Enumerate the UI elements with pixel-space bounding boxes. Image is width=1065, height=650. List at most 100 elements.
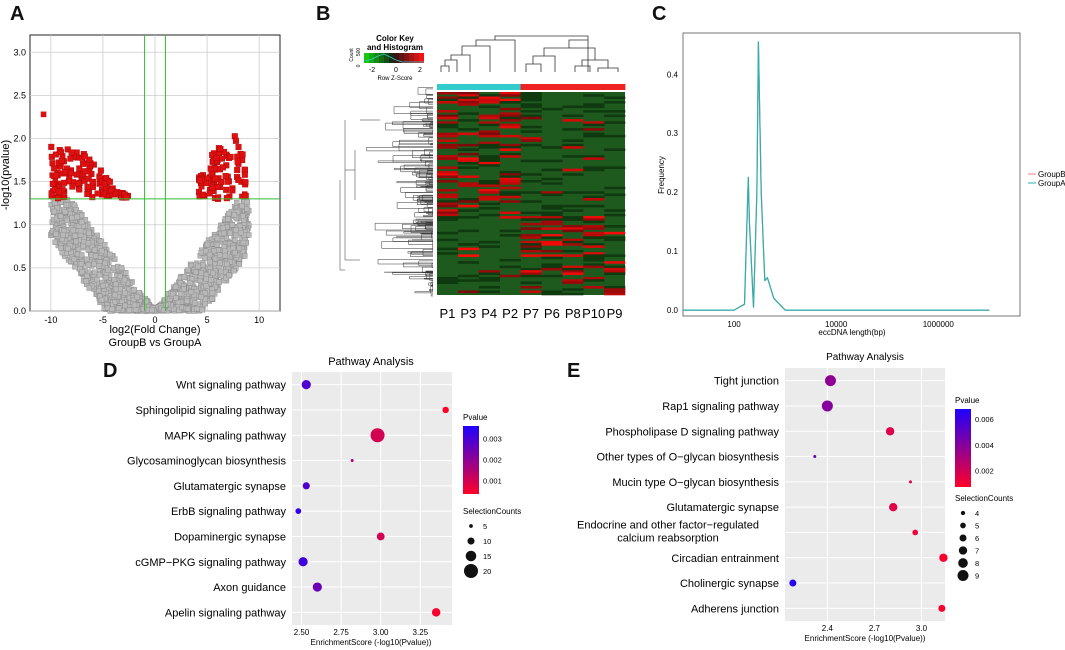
volcano-point bbox=[209, 296, 215, 302]
pathway-label: Glutamatergic synapse bbox=[667, 502, 780, 514]
heatmap-cell bbox=[437, 134, 459, 138]
heatmap-cell bbox=[478, 116, 500, 120]
volcano-point bbox=[193, 269, 199, 275]
volcano-point bbox=[214, 235, 221, 242]
heatmap-cell bbox=[520, 191, 542, 194]
volcano-point bbox=[233, 232, 239, 239]
legend-size-swatch bbox=[467, 537, 475, 545]
group-bar-cell bbox=[604, 84, 626, 90]
heatmap-cell bbox=[478, 157, 500, 160]
heatmap-cell bbox=[499, 92, 521, 95]
heatmap-cell bbox=[583, 225, 605, 228]
heatmap-cell bbox=[541, 107, 563, 111]
pathway-xtick-label: 3.25 bbox=[413, 628, 429, 637]
volcano-point bbox=[78, 219, 85, 225]
heatmap-cell bbox=[478, 132, 500, 136]
heatmap-cell bbox=[583, 195, 605, 199]
heatmap-cell bbox=[437, 101, 459, 104]
density-ytick-label: 0.1 bbox=[667, 247, 679, 256]
heatmap-cell bbox=[457, 161, 480, 165]
heatmap-cell bbox=[583, 128, 605, 131]
heatmap-cell bbox=[604, 166, 626, 169]
heatmap-cell bbox=[478, 213, 500, 217]
volcano-point-sig bbox=[108, 187, 115, 194]
heatmap-cell bbox=[437, 252, 459, 255]
heatmap-cell bbox=[562, 279, 584, 282]
heatmap-column-label: P9 bbox=[607, 306, 623, 321]
heatmap-cell bbox=[583, 157, 605, 160]
heatmap-cell bbox=[520, 290, 542, 294]
heatmap-cell bbox=[520, 200, 542, 203]
heatmap-cell bbox=[562, 105, 584, 109]
heatmap-cell bbox=[583, 204, 605, 208]
volcano-subtitle: GroupB vs GroupA bbox=[109, 337, 203, 349]
legend-size-swatch bbox=[960, 522, 966, 529]
heatmap-column-label: P7 bbox=[523, 306, 539, 321]
pathway-xtick-label: 3.0 bbox=[916, 624, 928, 633]
volcano-point bbox=[198, 270, 205, 276]
heatmap-cell bbox=[499, 186, 521, 190]
volcano-point bbox=[225, 216, 231, 222]
heatmap-column-labels: P1 P3 P4 P2 P7 P6 P8 P10 P9 bbox=[439, 306, 622, 321]
volcano-point-sig bbox=[75, 180, 82, 187]
volcano-point bbox=[230, 245, 236, 251]
volcano-point-sig bbox=[217, 146, 224, 153]
volcano-point bbox=[134, 294, 141, 300]
volcano-point bbox=[223, 275, 229, 281]
group-color-bar bbox=[437, 84, 626, 90]
volcano-point bbox=[112, 292, 118, 299]
heatmap-cell bbox=[499, 94, 521, 97]
heatmap-cell bbox=[583, 94, 605, 97]
heatmap-cell bbox=[437, 139, 459, 142]
legend-size-swatch bbox=[959, 534, 967, 542]
volcano-point bbox=[226, 272, 232, 278]
heatmap-cell bbox=[457, 152, 480, 156]
heatmap-cell bbox=[457, 229, 480, 233]
group-bar-cell bbox=[478, 84, 501, 90]
volcano-point bbox=[232, 249, 238, 256]
heatmap-column-label: P1 bbox=[439, 306, 455, 321]
heatmap-cell bbox=[583, 256, 605, 260]
volcano-xtick-label: 10 bbox=[254, 315, 264, 325]
heatmap-cell bbox=[604, 134, 626, 138]
color-key-tick-2: 2 bbox=[418, 67, 422, 74]
heatmap-cell bbox=[478, 123, 500, 127]
volcano-point bbox=[186, 280, 193, 286]
heatmap-cell bbox=[437, 125, 459, 129]
legend-size-swatch bbox=[465, 550, 477, 562]
heatmap-cell bbox=[437, 98, 459, 102]
pathway-point bbox=[312, 582, 322, 592]
heatmap-cell bbox=[499, 143, 521, 147]
heatmap-cell bbox=[604, 272, 626, 275]
heatmap-cell bbox=[437, 204, 459, 208]
volcano-point bbox=[207, 258, 213, 265]
volcano-point-sig bbox=[49, 160, 56, 167]
pathway-d-xlabel: EnrichmentScore (-log10(Pvalue)) bbox=[311, 638, 432, 647]
pathway-point bbox=[370, 428, 385, 443]
heatmap-cell bbox=[437, 110, 459, 113]
volcano-ytick-label: 2.5 bbox=[13, 90, 26, 100]
volcano-point-sig bbox=[220, 164, 227, 171]
heatmap-cell bbox=[478, 130, 500, 133]
heatmap-cell bbox=[478, 188, 500, 192]
volcano-point bbox=[105, 267, 111, 273]
volcano-point bbox=[121, 276, 128, 283]
heatmap-cell bbox=[604, 270, 626, 273]
density-ytick-label: 0.0 bbox=[667, 306, 679, 315]
heatmap-cell bbox=[562, 254, 584, 257]
volcano-point bbox=[117, 273, 123, 279]
heatmap-cell bbox=[562, 139, 584, 142]
heatmap-cell bbox=[541, 168, 563, 172]
heatmap-cell bbox=[437, 231, 459, 235]
heatmap-cell bbox=[437, 202, 459, 206]
heatmap-cell bbox=[437, 157, 459, 160]
volcano-point-sig bbox=[67, 169, 74, 176]
heatmap-cell bbox=[583, 168, 605, 172]
heatmap-cell bbox=[478, 96, 500, 100]
volcano-point bbox=[180, 286, 187, 292]
heatmap-cell bbox=[478, 179, 500, 183]
volcano-point bbox=[98, 297, 105, 303]
heatmap-cell bbox=[520, 211, 542, 215]
heatmap-cell bbox=[583, 258, 605, 262]
volcano-point bbox=[236, 245, 242, 252]
